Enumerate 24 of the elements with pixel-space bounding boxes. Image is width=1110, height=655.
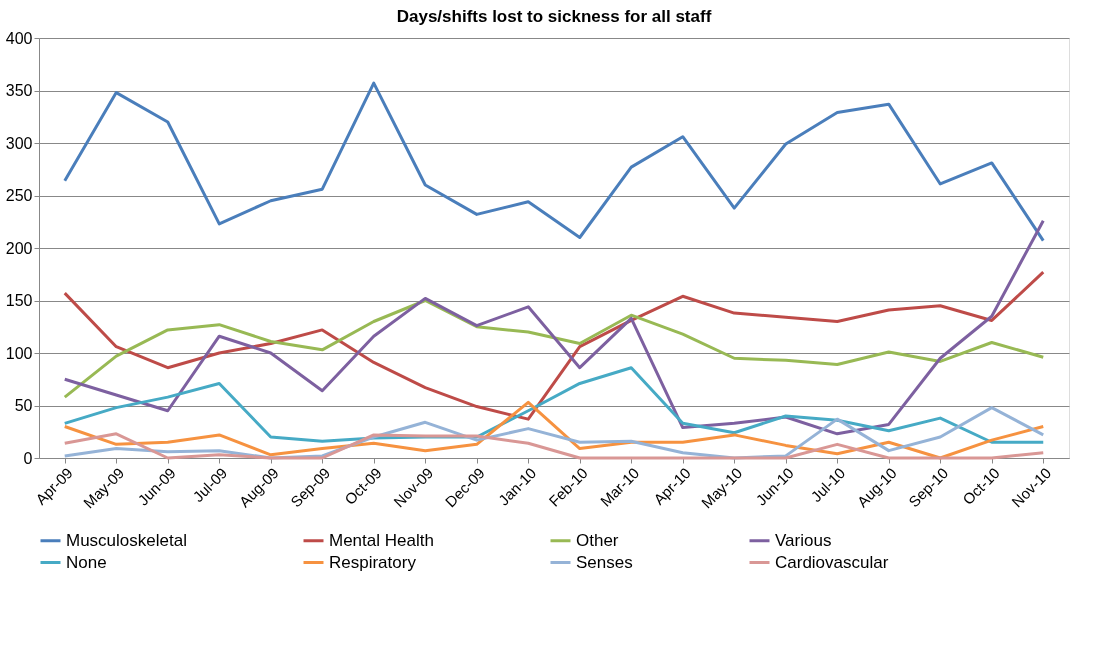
line-series	[63, 366, 1045, 444]
legend-label: Mental Health	[329, 530, 434, 550]
y-tick-label: 50	[14, 397, 33, 414]
line-series	[63, 432, 1045, 460]
line-series	[63, 299, 1045, 399]
y-tick-label: 150	[5, 292, 33, 309]
y-tick-label: 250	[5, 187, 33, 204]
legend-label: Musculoskeletal	[66, 530, 187, 550]
legend-label: Various	[775, 530, 832, 550]
y-tick-label: 0	[23, 449, 33, 467]
y-tick-label: 400	[5, 29, 33, 47]
chart-title: Days/shifts lost to sickness for all staff	[396, 7, 712, 26]
legend-label: Cardiovascular	[775, 552, 889, 572]
legend-label: Senses	[576, 552, 633, 572]
legend-label: None	[66, 552, 107, 572]
line-series	[63, 270, 1045, 421]
line-series	[63, 81, 1045, 243]
legend-label: Other	[576, 530, 619, 550]
y-tick-label: 350	[5, 82, 33, 99]
y-tick-label: 100	[5, 344, 33, 362]
y-tick-label: 200	[5, 239, 33, 257]
line-series	[63, 219, 1045, 436]
y-tick-label: 300	[5, 134, 33, 152]
legend-label: Respiratory	[329, 552, 417, 572]
